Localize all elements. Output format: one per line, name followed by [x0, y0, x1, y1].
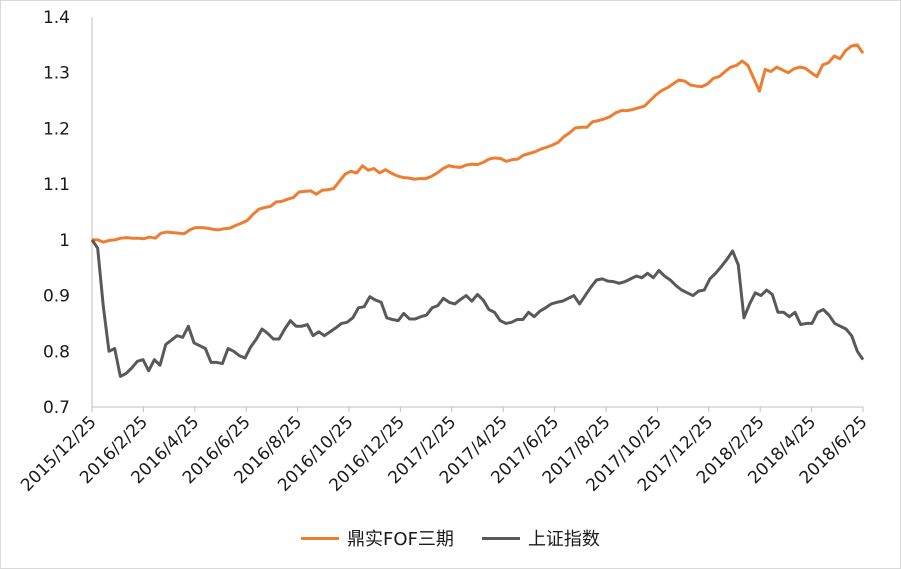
y-tick-label: 0.7	[43, 398, 70, 418]
legend-item-index: 上证指数	[481, 525, 600, 551]
y-axis: 0.7 0.8 0.9 1 1.1 1.2 1.3 1.4	[43, 8, 70, 418]
legend-item-fof: 鼎实FOF三期	[301, 525, 454, 551]
legend-swatch-index	[481, 536, 520, 540]
series-line-fof	[92, 43, 865, 244]
legend-swatch-fof	[301, 536, 340, 540]
series-line-index	[90, 239, 865, 378]
y-tick-label: 1	[59, 231, 70, 251]
y-tick-label: 0.8	[43, 342, 70, 362]
legend: 鼎实FOF三期 上证指数	[1, 525, 900, 551]
y-tick-label: 0.9	[43, 287, 70, 307]
y-tick-label: 1.3	[43, 64, 70, 84]
y-tick-label: 1.4	[43, 8, 70, 28]
x-axis: 2015/12/252016/2/252016/4/252016/6/25201…	[17, 407, 872, 496]
line-chart: 0.7 0.8 0.9 1 1.1 1.2 1.3 1.4 2015/12/252016/2/…	[17, 8, 872, 496]
series-layer	[90, 43, 865, 378]
y-tick-label: 1.1	[43, 175, 70, 195]
y-tick-label: 1.2	[43, 119, 70, 139]
legend-label-fof: 鼎实FOF三期	[347, 529, 454, 550]
legend-label-index: 上证指数	[527, 529, 600, 550]
